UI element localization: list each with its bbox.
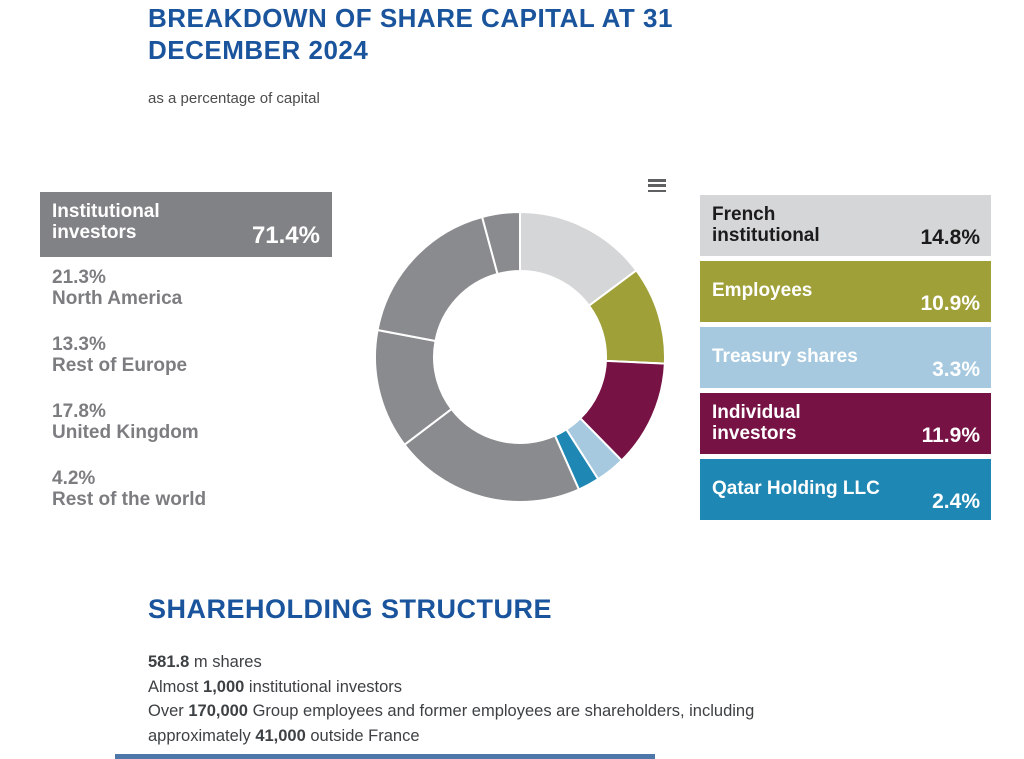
fact-number: 41,000 xyxy=(255,726,306,745)
breakdown-item-rest-of-europe: 13.3% Rest of Europe xyxy=(52,334,312,376)
hamburger-bar xyxy=(648,179,666,182)
legend-value: 2.4% xyxy=(932,490,980,513)
fact-text: approximately xyxy=(148,726,256,745)
fact-number: 581.8 xyxy=(148,653,190,671)
breakdown-item-united-kingdom: 17.8% United Kingdom xyxy=(52,401,312,443)
breakdown-item-north-america: 21.3% North America xyxy=(52,267,312,309)
legend-value: 11.9% xyxy=(921,424,980,447)
legend-label: French institutional xyxy=(712,203,820,246)
structure-fact-line: approximately 41,000 outside France xyxy=(148,724,868,749)
breakdown-value: 4.2% xyxy=(52,468,96,489)
breakdown-label: North America xyxy=(52,288,183,309)
donut-slice-rest-of-the-world[interactable] xyxy=(480,210,521,276)
structure-facts: 581.8 m shares Almost 1,000 institutional… xyxy=(148,650,868,748)
legend-label: Qatar Holding LLC xyxy=(712,478,880,500)
breakdown-item-rest-of-the-world: 4.2% Rest of the world xyxy=(52,468,312,510)
chart-subtitle: as a percentage of capital xyxy=(148,90,320,107)
legend-item-employees: Employees 10.9% xyxy=(700,261,991,322)
breakdown-value: 17.8% xyxy=(52,401,106,422)
legend-value: 3.3% xyxy=(932,358,980,381)
fact-text: Group employees and former employees are… xyxy=(248,702,755,721)
legend-value: 71.4% xyxy=(251,222,320,249)
fact-number: 170,000 xyxy=(188,702,248,721)
fact-text: m shares xyxy=(189,653,262,671)
legend-item-individual-investors: Individual investors 11.9% xyxy=(700,393,991,454)
hamburger-icon[interactable] xyxy=(648,179,666,193)
legend-value: 10.9% xyxy=(920,292,980,315)
legend-institutional-investors: Institutional investors 71.4% xyxy=(40,192,332,257)
breakdown-label: Rest of the world xyxy=(52,489,207,510)
breakdown-value: 21.3% xyxy=(52,267,106,288)
breakdown-label: United Kingdom xyxy=(52,422,199,443)
structure-section-title: SHAREHOLDING STRUCTURE xyxy=(148,594,553,624)
fact-text: institutional investors xyxy=(244,677,403,696)
legend-value: 14.8% xyxy=(920,226,980,249)
legend-item-treasury-shares: Treasury shares 3.3% xyxy=(700,327,991,388)
breakdown-value: 13.3% xyxy=(52,334,106,355)
bottom-accent-bar xyxy=(115,754,655,759)
fact-number: 1,000 xyxy=(203,677,245,696)
legend-item-qatar-holding-llc: Qatar Holding LLC 2.4% xyxy=(700,459,991,520)
donut-slice-united-kingdom[interactable] xyxy=(376,215,499,343)
donut-chart-svg xyxy=(374,210,666,503)
fact-text: Over xyxy=(148,702,189,721)
donut-slice-north-america[interactable] xyxy=(403,407,581,503)
hamburger-bar xyxy=(648,184,666,187)
right-legend: French institutional 14.8% Employees 10.9% T… xyxy=(700,195,991,525)
legend-label: Individual investors xyxy=(712,401,801,444)
donut-chart xyxy=(370,207,670,507)
page-title: BREAKDOWN OF SHARE CAPITAL AT 31 DECEMBE… xyxy=(148,3,673,66)
structure-fact-line: Almost 1,000 institutional investors xyxy=(148,675,868,700)
institutional-breakdown-list: 21.3% North America 13.3% Rest of Europe 17.… xyxy=(52,267,312,535)
legend-label: Employees xyxy=(712,280,813,302)
legend-label: Treasury shares xyxy=(712,346,858,368)
structure-fact-line: Over 170,000 Group employees and former … xyxy=(148,699,868,724)
legend-label: Institutional investors xyxy=(52,201,160,244)
structure-fact-line: 581.8 m shares xyxy=(148,650,868,675)
legend-item-french-institutional: French institutional 14.8% xyxy=(700,195,991,256)
fact-text: Almost xyxy=(148,677,204,696)
hamburger-bar xyxy=(648,189,666,193)
fact-text: outside France xyxy=(305,726,420,745)
breakdown-label: Rest of Europe xyxy=(52,355,188,376)
